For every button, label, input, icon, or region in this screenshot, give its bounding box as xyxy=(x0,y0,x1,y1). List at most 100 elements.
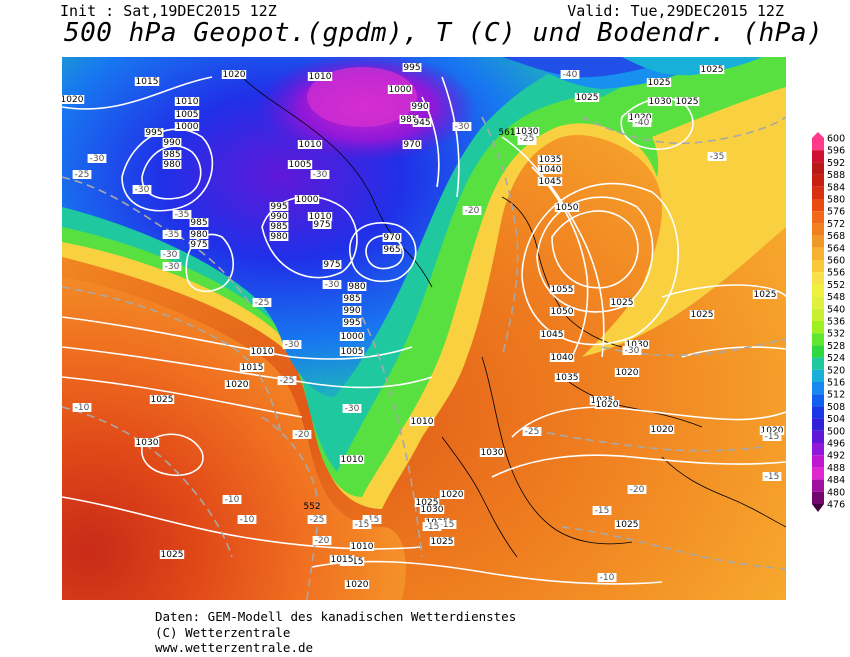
legend-swatch xyxy=(812,235,824,248)
isobar-label: 1025 xyxy=(159,550,185,560)
svg-text:-10: -10 xyxy=(225,495,240,505)
isobar-label: 1010 xyxy=(307,212,333,222)
svg-text:1020: 1020 xyxy=(616,368,639,378)
isobar-label: 995 xyxy=(144,128,164,138)
isobar-label: 1000 xyxy=(294,195,320,205)
legend-tick-label: 564 xyxy=(827,243,845,254)
svg-text:1055: 1055 xyxy=(551,285,574,295)
svg-text:990: 990 xyxy=(411,102,428,112)
svg-text:-25: -25 xyxy=(75,170,90,180)
isobar-label: 1025 xyxy=(614,520,640,530)
legend-tick-label: 580 xyxy=(827,195,845,206)
legend-swatch xyxy=(812,260,824,273)
isobar-label: 975 xyxy=(312,220,332,230)
legend-tick-label: 568 xyxy=(827,231,845,242)
svg-text:-25: -25 xyxy=(280,376,295,386)
isobar-label: 1010 xyxy=(174,97,200,107)
svg-text:1020: 1020 xyxy=(761,426,784,436)
isobar-label: 1035 xyxy=(537,155,563,165)
svg-text:1025: 1025 xyxy=(616,520,639,530)
isotherm-label: -30 xyxy=(342,404,362,414)
isobar-label: 985 xyxy=(189,218,209,228)
svg-text:1020: 1020 xyxy=(226,380,249,390)
isobar-label: 1025 xyxy=(674,97,700,107)
svg-text:-25: -25 xyxy=(255,298,270,308)
isotherm-label: -15 xyxy=(592,506,612,516)
svg-text:1030: 1030 xyxy=(626,340,649,350)
svg-text:1025: 1025 xyxy=(416,498,439,508)
legend-tick-label: 492 xyxy=(827,451,845,462)
svg-text:-15: -15 xyxy=(595,506,610,516)
svg-text:975: 975 xyxy=(323,260,340,270)
legend-tick-label: 584 xyxy=(827,182,845,193)
isobar-label: 985 xyxy=(342,294,362,304)
isobar-label: 970 xyxy=(382,233,402,243)
isobar-label: 975 xyxy=(322,260,342,270)
legend-swatch xyxy=(812,394,824,407)
isotherm-label: -10 xyxy=(597,573,617,583)
isotherm-label: -25 xyxy=(277,376,297,386)
isotherm-label: -25 xyxy=(517,134,537,144)
svg-text:-30: -30 xyxy=(455,122,470,132)
svg-text:1030: 1030 xyxy=(136,438,159,448)
isotherm-label: -35 xyxy=(162,230,182,240)
isobar-label: 980 xyxy=(189,230,209,240)
isobar-label: 1015 xyxy=(239,363,265,373)
isobar-label: 1010 xyxy=(249,347,275,357)
isobar-label: 1020 xyxy=(224,380,250,390)
valid-time-label: Valid: Tue,29DEC2015 12Z xyxy=(567,2,784,20)
color-scale-legend: 6005965925885845805765725685645605565525… xyxy=(812,132,845,512)
isotherm-label: -10 xyxy=(237,515,257,525)
isobar-label: 1030 xyxy=(624,340,650,350)
isobar-label: 1025 xyxy=(699,65,725,75)
page-title: 500 hPa Geopot.(gpdm), T (C) und Bodendr… xyxy=(64,18,824,48)
legend-tick-label: 548 xyxy=(827,292,845,303)
isotherm-label: -20 xyxy=(312,536,332,546)
svg-text:1025: 1025 xyxy=(691,310,714,320)
isobar-label: 980 xyxy=(269,232,289,242)
legend-swatch xyxy=(812,308,824,321)
svg-text:-10: -10 xyxy=(240,515,255,525)
legend-tick-label: 560 xyxy=(827,256,845,267)
svg-text:1010: 1010 xyxy=(309,212,332,222)
svg-text:995: 995 xyxy=(343,318,360,328)
isobar-label: 980 xyxy=(347,282,367,292)
legend-swatch xyxy=(812,284,824,297)
legend-arrow-top xyxy=(812,132,824,138)
isobar-label: 1045 xyxy=(539,330,565,340)
svg-text:1025: 1025 xyxy=(576,93,599,103)
svg-text:1025: 1025 xyxy=(648,78,671,88)
legend-tick-label: 552 xyxy=(827,280,845,291)
svg-text:-15: -15 xyxy=(365,515,380,525)
isotherm-label: -25 xyxy=(72,170,92,180)
isobar-label: 990 xyxy=(342,306,362,316)
svg-text:-30: -30 xyxy=(135,185,150,195)
isobar-label: 1025 xyxy=(646,78,672,88)
legend-swatch xyxy=(812,467,824,480)
isotherm-label: -10 xyxy=(222,495,242,505)
legend-tick-label: 556 xyxy=(827,268,845,279)
svg-text:-20: -20 xyxy=(465,206,480,216)
svg-text:980: 980 xyxy=(190,230,207,240)
website-credit[interactable]: www.wetterzentrale.de xyxy=(155,640,314,655)
isobar-label: 985 xyxy=(399,115,419,125)
legend-tick-label: 496 xyxy=(827,439,845,450)
legend-swatch xyxy=(812,296,824,309)
isotherm-label: -15 xyxy=(362,515,382,525)
isobar-label: 990 xyxy=(410,102,430,112)
svg-text:1035: 1035 xyxy=(539,155,562,165)
legend-swatch xyxy=(812,357,824,370)
svg-text:1030: 1030 xyxy=(649,97,672,107)
svg-text:985: 985 xyxy=(270,222,287,232)
svg-text:1020: 1020 xyxy=(441,490,464,500)
svg-text:1030: 1030 xyxy=(516,127,539,137)
svg-text:1015: 1015 xyxy=(331,555,354,565)
svg-text:1010: 1010 xyxy=(299,140,322,150)
isobar-label: 980 xyxy=(162,160,182,170)
isotherm-label: -30 xyxy=(160,250,180,260)
svg-text:1050: 1050 xyxy=(551,307,574,317)
legend-swatch xyxy=(812,321,824,334)
svg-text:965: 965 xyxy=(383,245,400,255)
svg-text:-15: -15 xyxy=(355,520,370,530)
